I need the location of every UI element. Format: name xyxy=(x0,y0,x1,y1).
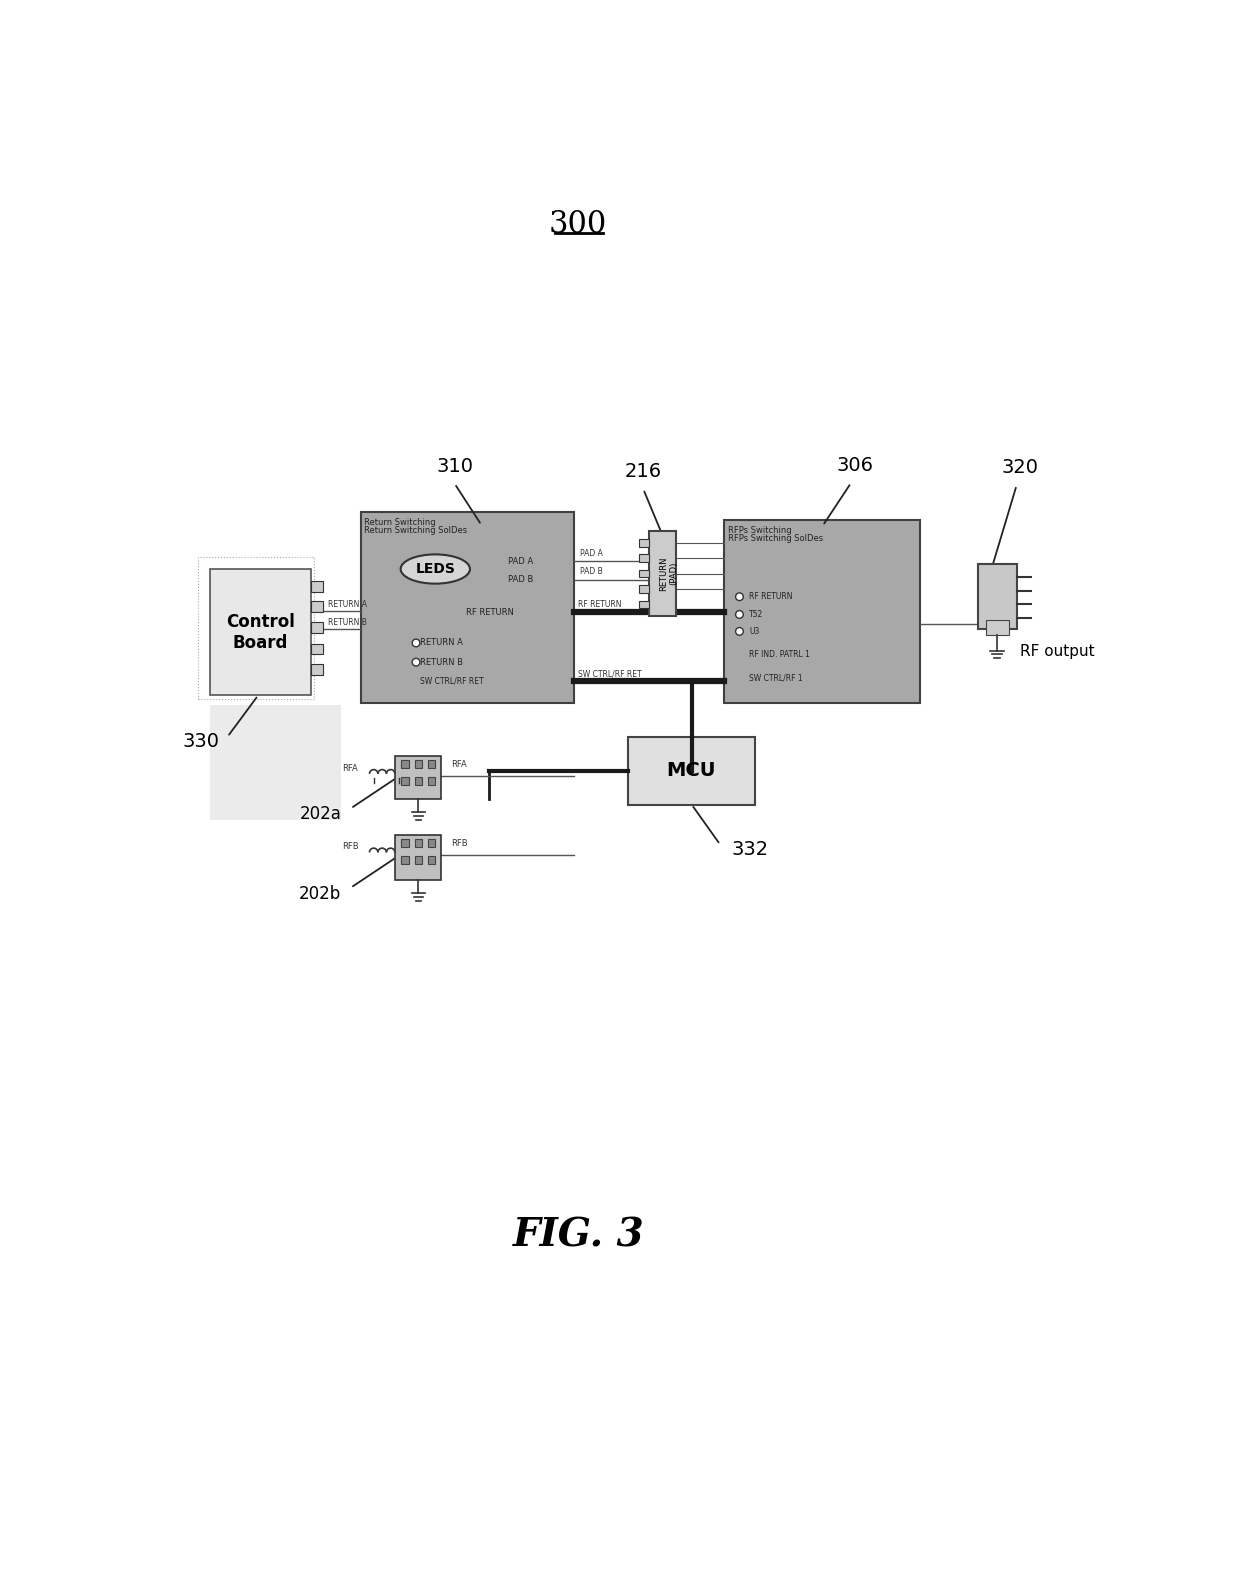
Bar xyxy=(428,777,435,784)
Bar xyxy=(396,756,441,799)
Text: 306: 306 xyxy=(837,456,873,475)
Text: PAD B: PAD B xyxy=(508,575,534,585)
Bar xyxy=(640,585,649,593)
Bar xyxy=(414,857,422,865)
Text: RFPs Switching SolDes: RFPs Switching SolDes xyxy=(728,533,823,542)
Bar xyxy=(640,569,649,577)
Bar xyxy=(627,737,755,805)
Bar xyxy=(396,835,441,880)
Text: RF IND. PATRL 1: RF IND. PATRL 1 xyxy=(749,649,810,659)
Bar xyxy=(402,839,409,847)
Text: RFA: RFA xyxy=(450,761,466,769)
Text: RFA: RFA xyxy=(342,764,358,773)
Text: 332: 332 xyxy=(732,839,769,858)
Text: RF RETURN: RF RETURN xyxy=(749,593,792,601)
Bar xyxy=(310,602,322,612)
Bar xyxy=(310,663,322,674)
Bar xyxy=(361,512,574,703)
Text: SW CTRL/RF RET: SW CTRL/RF RET xyxy=(578,670,641,678)
Bar xyxy=(978,564,1017,629)
Text: LEDS: LEDS xyxy=(415,563,455,575)
Text: Return Switching: Return Switching xyxy=(365,519,436,527)
Text: RETURN
(PAD): RETURN (PAD) xyxy=(658,556,678,591)
Text: SW CTRL/RF 1: SW CTRL/RF 1 xyxy=(749,673,804,682)
Text: 320: 320 xyxy=(1002,459,1039,478)
Ellipse shape xyxy=(412,640,420,646)
Bar xyxy=(640,555,649,563)
Text: FIG. 3: FIG. 3 xyxy=(512,1217,645,1254)
Bar xyxy=(310,582,322,593)
Bar xyxy=(640,601,649,608)
Bar xyxy=(198,558,315,700)
Bar xyxy=(414,839,422,847)
Bar xyxy=(724,520,920,703)
Text: RF output: RF output xyxy=(1021,645,1095,660)
Bar xyxy=(414,777,422,784)
Text: Control
Board: Control Board xyxy=(226,613,295,651)
Bar xyxy=(310,623,322,634)
Bar xyxy=(428,839,435,847)
Text: SW CTRL/RF RET: SW CTRL/RF RET xyxy=(420,678,484,685)
Text: U3: U3 xyxy=(749,627,760,637)
Bar xyxy=(310,643,322,654)
Bar xyxy=(414,759,422,767)
Text: RFB: RFB xyxy=(342,843,358,852)
Bar xyxy=(402,777,409,784)
Text: RETURN A: RETURN A xyxy=(327,601,367,608)
Bar xyxy=(428,857,435,865)
Ellipse shape xyxy=(735,593,743,601)
Text: 202a: 202a xyxy=(300,805,341,822)
Text: 330: 330 xyxy=(182,733,219,751)
Bar xyxy=(402,857,409,865)
Text: PAD A: PAD A xyxy=(508,556,533,566)
Text: RFB: RFB xyxy=(450,839,467,849)
Bar xyxy=(640,539,649,547)
Text: 216: 216 xyxy=(625,462,662,481)
Text: 300: 300 xyxy=(548,209,606,241)
Text: RETURN A: RETURN A xyxy=(420,638,463,648)
Text: RFPs Switching: RFPs Switching xyxy=(728,527,791,534)
Text: 310: 310 xyxy=(436,457,472,476)
Ellipse shape xyxy=(401,555,470,583)
Ellipse shape xyxy=(412,659,420,667)
Text: 202b: 202b xyxy=(299,885,341,902)
Ellipse shape xyxy=(735,627,743,635)
Ellipse shape xyxy=(735,610,743,618)
Text: RF RETURN: RF RETURN xyxy=(466,608,513,616)
Text: PAD A: PAD A xyxy=(580,549,603,558)
Bar xyxy=(650,530,676,616)
Text: PAD B: PAD B xyxy=(580,567,603,577)
Bar xyxy=(986,619,1009,635)
Bar xyxy=(210,704,341,821)
Bar xyxy=(402,759,409,767)
Text: Return Switching SolDes: Return Switching SolDes xyxy=(365,527,467,534)
Bar xyxy=(428,759,435,767)
Text: RETURN B: RETURN B xyxy=(420,657,463,667)
Text: RETURN B: RETURN B xyxy=(327,618,366,627)
Text: T52: T52 xyxy=(749,610,764,619)
Text: MCU: MCU xyxy=(667,761,715,780)
Bar xyxy=(210,569,310,695)
Text: RF RETURN: RF RETURN xyxy=(578,601,621,608)
